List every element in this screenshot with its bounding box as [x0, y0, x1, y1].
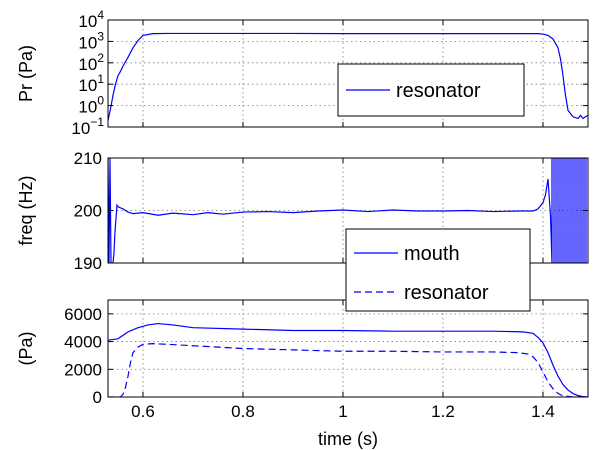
y-tick-label: 104	[78, 8, 104, 31]
axes-frame	[107, 19, 589, 128]
x-tick-label: 0.8	[231, 402, 255, 421]
legend-label: resonator	[396, 80, 481, 102]
y-tick-label: 6000	[64, 305, 102, 324]
y-axis-label: (Pa)	[16, 331, 36, 365]
y-tick-label: 10−1	[71, 115, 104, 138]
series-line-resonator	[108, 32, 588, 121]
x-tick-label: 1.2	[431, 402, 455, 421]
y-tick-label: 103	[78, 29, 104, 52]
legend-label: mouth	[404, 243, 460, 265]
y-axis-label: freq (Hz)	[16, 175, 36, 245]
y-tick-label: 200	[74, 202, 102, 221]
series-line-mouth	[108, 158, 588, 263]
series-line-resonator	[108, 343, 588, 397]
y-tick-label: 190	[74, 254, 102, 273]
y-tick-label: 101	[78, 72, 104, 95]
x-axis-label: time (s)	[318, 429, 378, 449]
y-tick-label: 100	[78, 94, 104, 117]
x-tick-label: 0.6	[131, 402, 155, 421]
legend-panel-1: resonator	[337, 63, 525, 117]
subplot-3: 0.6 0.8 1 1.2 1.4 0 2000 4000 6000 (Pa) time (s)	[16, 299, 589, 449]
plot-area	[108, 300, 588, 397]
y-tick-label: 102	[78, 51, 104, 74]
y-tick-label: 210	[74, 149, 102, 168]
y-tick-label: 4000	[64, 333, 102, 352]
y-tick-label: 2000	[64, 360, 102, 379]
legend-panel-2-3: mouth resonator	[345, 228, 531, 312]
legend-box	[345, 228, 531, 312]
series-line-mouth	[108, 322, 588, 397]
y-axis-label: Pr (Pa)	[16, 45, 36, 102]
y-tick-label: 0	[93, 388, 102, 407]
x-tick-label: 1	[338, 402, 347, 421]
legend-label: resonator	[404, 282, 489, 304]
x-tick-label: 1.4	[531, 402, 555, 421]
